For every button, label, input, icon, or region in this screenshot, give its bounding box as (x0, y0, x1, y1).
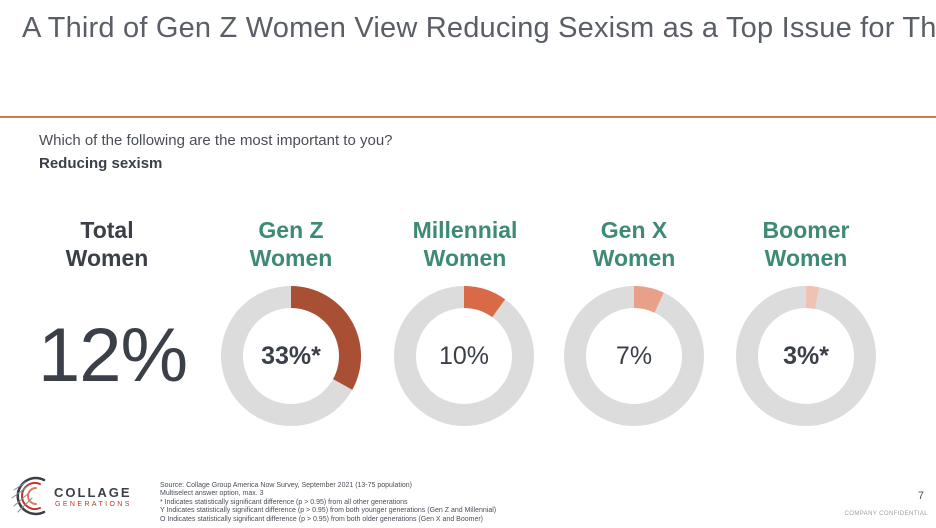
gen-z-heading-line1: Gen Z (258, 217, 324, 243)
title-divider (0, 116, 936, 118)
logo-subtext: GENERATIONS (55, 501, 132, 508)
donut-millennial: 10% (394, 286, 534, 426)
donut-boomer: 3%* (736, 286, 876, 426)
boomer-heading: Boomer Women (721, 216, 891, 272)
page-number: 7 (917, 490, 924, 502)
footnote-significance-older: O Indicates statistically significant di… (160, 515, 484, 523)
gen-x-heading-line2: Women (592, 245, 676, 271)
donut-gen-z-svg (221, 286, 361, 426)
donut-segment-0 (291, 286, 361, 390)
footnote-significance-younger: Y Indicates statistically significant di… (160, 507, 497, 515)
gen-z-heading: Gen Z Women (206, 216, 376, 272)
gen-z-heading-line2: Women (249, 245, 333, 271)
donut-millennial-label: 10% (438, 341, 490, 370)
donut-segment-2 (634, 286, 664, 313)
boomer-heading-line1: Boomer (762, 217, 850, 243)
footnote-source: Source: Collage Group America Now Survey… (160, 482, 413, 489)
total-women-value: 12% (38, 313, 188, 398)
donut-gen-x-label: 7% (615, 341, 653, 370)
total-women-heading: Total Women (22, 216, 192, 272)
millennial-heading-line1: Millennial (412, 217, 518, 243)
donut-gen-z-label: 33%* (261, 341, 321, 370)
millennial-heading: Millennial Women (380, 216, 550, 272)
gen-x-heading-line1: Gen X (600, 217, 668, 243)
donut-segment-1 (464, 286, 506, 318)
gen-x-heading: Gen X Women (549, 216, 719, 272)
donut-gen-x: 7% (564, 286, 704, 426)
footnotes: Source: Collage Group America Now Survey… (160, 482, 496, 524)
donut-boomer-label: 3%* (783, 341, 829, 370)
total-heading-line1: Total (80, 217, 134, 243)
logo-wordmark: COLLAGE (54, 485, 132, 500)
donut-segment-3 (806, 286, 820, 309)
survey-option: Reducing sexism (39, 155, 163, 172)
millennial-heading-line2: Women (423, 245, 507, 271)
confidential-label: COMPANY CONFIDENTIAL (844, 511, 928, 517)
donut-gen-x-svg (564, 286, 704, 426)
footnote-significance-all: * Indicates statistically significant di… (160, 498, 408, 506)
boomer-heading-line2: Women (764, 245, 848, 271)
collage-logo-icon (11, 476, 46, 516)
donut-gen-z: 33%* (221, 286, 361, 426)
survey-question: Which of the following are the most impo… (39, 132, 393, 149)
footnote-multiselect: Multiselect answer option, max. 3 (160, 490, 264, 498)
donut-millennial-svg (394, 286, 534, 426)
page-title: A Third of Gen Z Women View Reducing Sex… (22, 12, 936, 44)
total-heading-line2: Women (65, 245, 149, 271)
donut-boomer-svg (736, 286, 876, 426)
